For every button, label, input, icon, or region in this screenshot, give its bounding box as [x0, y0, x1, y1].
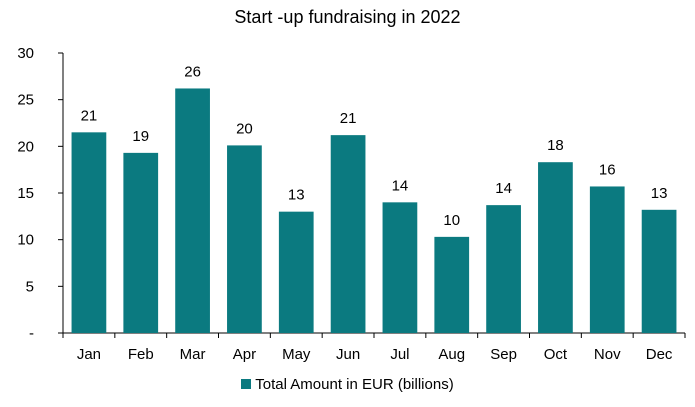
x-axis: Jan Feb Mar Apr May Jun Jul Aug Sep Oct Nov Dec [62, 332, 686, 363]
bar [227, 145, 262, 333]
data-label: 26 [184, 63, 201, 80]
y-tick-label: 10 [17, 232, 34, 249]
data-label: 19 [132, 128, 149, 145]
data-label: 13 [651, 185, 668, 202]
data-label: 10 [443, 212, 460, 229]
data-label: 14 [495, 180, 512, 197]
x-tick-label: Oct [544, 346, 568, 363]
chart-title: Start -up fundraising in 2022 [234, 7, 461, 27]
data-label: 18 [547, 137, 564, 154]
data-label: 13 [288, 187, 305, 204]
legend-label: Total Amount in EUR (billions) [255, 376, 454, 393]
x-tick-label: Nov [594, 346, 621, 363]
bar [641, 209, 677, 333]
y-axis: - 5 10 15 20 25 30 [17, 45, 64, 342]
bar [382, 202, 418, 333]
data-label: 21 [340, 110, 357, 127]
y-tick-label: 20 [17, 138, 34, 155]
y-tick-label: - [29, 325, 34, 342]
x-tick-label: Sep [490, 346, 517, 363]
x-tick-label: May [282, 346, 311, 363]
data-labels: 21 19 26 20 13 21 14 10 14 18 16 13 [81, 63, 668, 228]
y-tick-label: 30 [17, 45, 34, 62]
bar [434, 236, 470, 333]
x-tick-label: Dec [646, 346, 673, 363]
y-tick-label: 5 [26, 278, 34, 295]
x-tick-label: Jun [336, 346, 360, 363]
x-tick-label: Aug [438, 346, 465, 363]
data-label: 14 [392, 177, 409, 194]
x-tick-label: Feb [128, 346, 154, 363]
x-tick-label: Jul [390, 346, 409, 363]
data-label: 20 [236, 120, 253, 137]
bar-series [71, 88, 677, 333]
x-tick-label: Apr [233, 346, 256, 363]
bar [589, 186, 625, 333]
bar [330, 135, 366, 333]
bar [175, 88, 210, 333]
bar [538, 162, 573, 333]
bar [71, 132, 107, 333]
bar [278, 211, 314, 333]
x-tick-label: Mar [180, 346, 206, 363]
legend: Total Amount in EUR (billions) [0, 376, 695, 393]
bar [486, 205, 521, 333]
legend-swatch [241, 379, 252, 389]
data-label: 21 [81, 107, 98, 124]
y-tick-label: 15 [17, 185, 34, 202]
x-tick-label: Jan [77, 346, 101, 363]
data-label: 16 [599, 161, 616, 178]
y-tick-label: 25 [17, 92, 34, 109]
bar [123, 152, 159, 333]
